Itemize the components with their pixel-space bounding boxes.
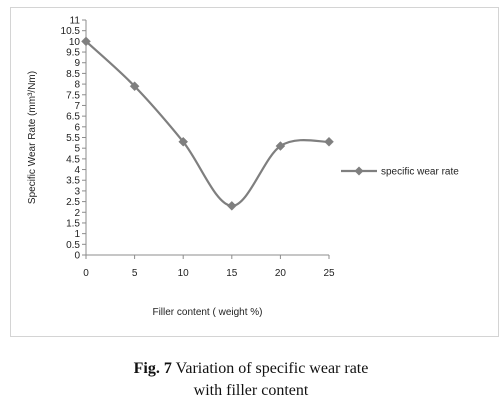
axes [85,20,329,256]
figure-label: Fig. 7 [133,360,172,377]
wear-rate-chart: 00.511.522.533.544.555.566.577.588.599.5… [27,16,459,319]
y-tick-label: 1 [74,229,80,240]
series-layer [81,36,334,211]
y-tick-label: 9 [74,58,80,69]
figure-caption: Fig. 7 Variation of specific wear rate w… [0,358,502,402]
y-tick-label: 6 [74,122,80,133]
y-tick-label: 1.5 [66,218,80,229]
caption-text-1: Variation of specific wear rate [175,360,369,377]
data-point-diamond-icon [178,136,189,147]
y-tick-label: 5.5 [66,133,80,144]
y-tick-labels: 00.511.522.533.544.555.566.577.588.599.5… [61,16,86,262]
y-tick-label: 0 [74,251,80,262]
legend-marker-icon [354,166,364,176]
x-tick-label: 25 [323,268,335,279]
x-tick-label: 15 [226,268,238,279]
y-tick-label: 4.5 [66,154,80,165]
y-tick-label: 7.5 [66,90,80,101]
caption-line-1: Fig. 7 Variation of specific wear rate [0,358,502,380]
y-tick-label: 4 [74,165,80,176]
legend-label: specific wear rate [381,167,459,178]
caption-line-2: with filler content [193,382,309,399]
data-point-diamond-icon [226,201,237,211]
legend: specific wear rate [341,166,459,178]
chart-frame: 0 0.5 1 1.5 2 2.5 3 3.5 4 4.5 5 5.5 6 6.5 7 7.5 8 8.5 9 9.5… [10,7,499,337]
y-tick-label: 3.5 [66,176,80,187]
x-tick-label: 10 [178,268,190,279]
series-line [85,40,330,207]
y-tick-label: 3 [74,186,80,197]
y-tick-label: 11 [70,16,81,27]
y-tick-label: 0.5 [66,240,80,251]
x-tick-label: 5 [132,268,138,279]
y-tick-label: 8.5 [66,69,80,80]
y-axis-title: Specific Wear Rate (mm³/Nm) [27,71,38,204]
y-tick-label: 5 [74,144,80,155]
y-tick-label: 10.5 [61,26,81,37]
x-tick-label: 0 [83,268,89,279]
data-point-diamond-icon [275,141,286,151]
y-tick-label: 9.5 [66,48,80,59]
y-tick-label: 2 [74,208,80,219]
x-tick-label: 20 [275,268,287,279]
y-tick-label: 7 [74,101,80,112]
data-point-diamond-icon [129,81,140,92]
y-tick-label: 2.5 [66,197,80,208]
y-tick-label: 10 [69,37,81,48]
data-point-diamond-icon [324,136,334,147]
y-tick-label: 6.5 [66,112,80,123]
x-axis-title: Filler content ( weight %) [152,307,262,318]
data-point-diamond-icon [81,36,91,47]
y-tick-label: 8 [74,80,80,91]
x-tick-labels: 0 5 10 15 20 25 [83,255,335,279]
